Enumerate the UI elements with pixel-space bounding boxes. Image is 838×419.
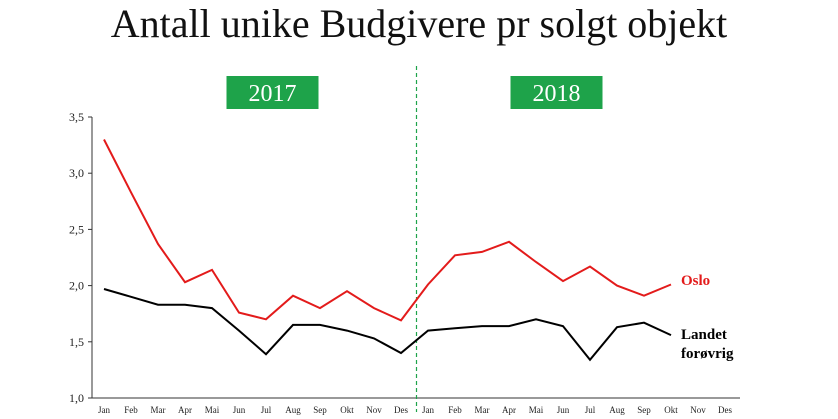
x-tick-label: Des	[718, 405, 732, 415]
series-line-landet	[103, 288, 672, 362]
series-labels: Oslo Landet forøvrig	[681, 273, 734, 362]
period-label-text: 2018	[533, 81, 581, 107]
x-tick-label: Feb	[448, 405, 462, 415]
x-tick-label: Mai	[205, 405, 220, 415]
x-tick-label: Jul	[261, 405, 272, 415]
chart-title: Antall unike Budgivere pr solgt objekt	[110, 1, 728, 46]
y-tick-label: 2,5	[69, 222, 84, 236]
period-label-2017: 2017	[226, 76, 319, 109]
x-tick-label: Mai	[529, 405, 544, 415]
period-labels: 2017 2018	[226, 76, 603, 109]
period-label-box	[510, 76, 603, 109]
x-tick-label: Mar	[475, 405, 490, 415]
period-label-2018: 2018	[510, 76, 603, 109]
x-tick-label: Nov	[690, 405, 706, 415]
series-label-landet-line1: Landet	[681, 327, 727, 343]
x-tick-label: Des	[394, 405, 408, 415]
x-tick-label: Nov	[366, 405, 382, 415]
period-label-text: 2017	[249, 81, 297, 107]
x-tick-label: Apr	[502, 405, 516, 415]
series-label-oslo: Oslo	[681, 273, 710, 289]
x-tick-label: Aug	[285, 405, 301, 415]
x-tick-label: Jan	[422, 405, 434, 415]
y-tick-label: 2,0	[69, 279, 84, 293]
x-tick-label: Sep	[637, 405, 651, 415]
x-tick-label: Feb	[124, 405, 138, 415]
x-tick-label: Okt	[664, 405, 678, 415]
series-line-oslo	[103, 139, 672, 322]
y-tick-label: 3,0	[69, 166, 84, 180]
y-tick-label: 3,5	[69, 110, 84, 124]
x-tick-label: Mar	[151, 405, 166, 415]
x-tick-label: Jun	[557, 405, 570, 415]
y-tick-label: 1,5	[69, 335, 84, 349]
x-tick-label: Apr	[178, 405, 192, 415]
x-tick-label: Sep	[313, 405, 327, 415]
series-lines	[103, 139, 672, 362]
x-tick-label: Jul	[585, 405, 596, 415]
period-label-box	[226, 76, 319, 109]
y-tick-label: 1,0	[69, 391, 84, 405]
x-tick-label: Okt	[340, 405, 354, 415]
x-tick-label: Aug	[609, 405, 625, 415]
axes: 1,0 1,5 2,0 2,5 3,0 3,5 Jan Feb Mar Apr Mai Jun Jul A…	[69, 66, 740, 415]
x-tick-label: Jun	[233, 405, 246, 415]
x-tick-label: Jan	[98, 405, 110, 415]
series-label-landet-line2: forøvrig	[681, 346, 734, 362]
